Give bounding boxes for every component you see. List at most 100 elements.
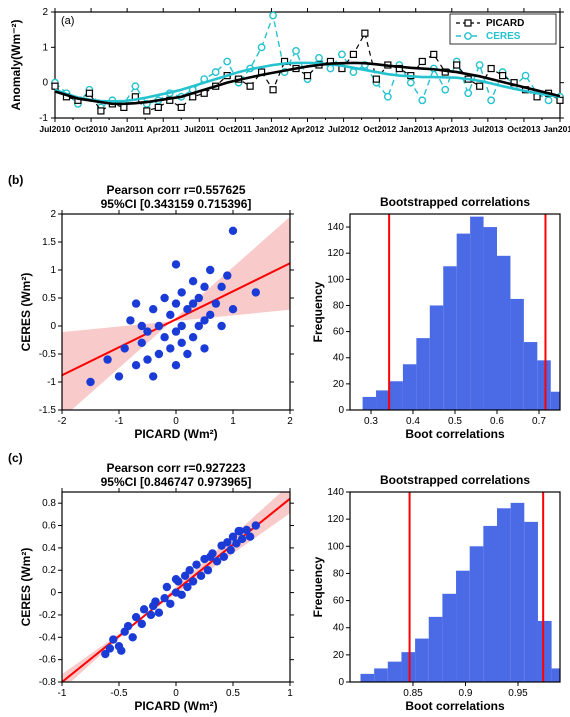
scatter-point <box>172 361 180 369</box>
svg-text:40: 40 <box>333 353 345 364</box>
scatter-point <box>115 372 123 380</box>
scatter-point <box>172 260 180 268</box>
svg-text:20: 20 <box>333 379 345 390</box>
scatter-point <box>160 294 168 302</box>
svg-text:0.5: 0.5 <box>226 688 240 699</box>
scatter-point <box>217 283 225 291</box>
svg-text:-1.5: -1.5 <box>39 405 57 416</box>
scatter-point <box>166 600 174 608</box>
svg-text:Jan2013: Jan2013 <box>399 124 433 134</box>
svg-text:60: 60 <box>333 596 345 607</box>
svg-text:Jul2011: Jul2011 <box>184 124 215 134</box>
scatter-point <box>178 591 186 599</box>
scatter-point <box>138 322 146 330</box>
svg-text:2: 2 <box>42 7 48 18</box>
svg-text:0: 0 <box>42 78 48 89</box>
svg-text:-0.5: -0.5 <box>39 349 57 360</box>
svg-text:80: 80 <box>333 300 345 311</box>
svg-text:0: 0 <box>50 588 56 599</box>
scatter-point <box>155 609 163 617</box>
scatter-point <box>149 372 157 380</box>
scatter-point <box>124 622 132 630</box>
svg-text:100: 100 <box>327 541 344 552</box>
svg-text:140: 140 <box>327 487 344 498</box>
svg-text:0: 0 <box>50 321 56 332</box>
figure-canvas: -1012Jul2010Oct2010Jan2011Apr2011Jul2011… <box>0 0 570 717</box>
scatter-point <box>238 535 246 543</box>
svg-text:1.5: 1.5 <box>42 237 56 248</box>
svg-text:Oct2013: Oct2013 <box>507 124 540 134</box>
svg-text:40: 40 <box>333 623 345 634</box>
scatter-point <box>206 553 214 561</box>
scatter-point <box>200 344 208 352</box>
scatter-point <box>189 333 197 341</box>
svg-text:-0.2: -0.2 <box>39 610 57 621</box>
scatter-point <box>155 322 163 330</box>
scatter-point <box>106 644 114 652</box>
scatter-point <box>166 311 174 319</box>
scatter-point <box>204 566 212 574</box>
scatter-point <box>178 288 186 296</box>
scatter-point <box>189 277 197 285</box>
scatter-point <box>155 350 163 358</box>
svg-text:1: 1 <box>287 688 293 699</box>
svg-text:2: 2 <box>287 416 293 427</box>
svg-text:1: 1 <box>230 416 236 427</box>
svg-text:2: 2 <box>50 209 56 220</box>
scatter-point <box>229 227 237 235</box>
scatter-point <box>149 305 157 313</box>
scatter-point <box>200 283 208 291</box>
scatter-point <box>189 299 197 307</box>
svg-text:0.6: 0.6 <box>42 521 56 532</box>
scatter-point <box>121 344 129 352</box>
svg-text:-0.5: -0.5 <box>110 688 128 699</box>
svg-text:120: 120 <box>327 248 344 259</box>
svg-text:0.5: 0.5 <box>42 293 56 304</box>
svg-text:95%CI [0.343159 0.715396]: 95%CI [0.343159 0.715396] <box>101 197 252 211</box>
svg-text:0.4: 0.4 <box>406 416 420 427</box>
svg-text:Apr2011: Apr2011 <box>147 124 180 134</box>
svg-text:Anomaly(Wm⁻²): Anomaly(Wm⁻²) <box>9 20 23 111</box>
svg-text:(b): (b) <box>8 173 23 187</box>
svg-text:Bootstrapped correlations: Bootstrapped correlations <box>380 473 530 487</box>
svg-text:0.2: 0.2 <box>42 565 56 576</box>
svg-text:Frequency: Frequency <box>311 556 325 617</box>
svg-text:Jul2012: Jul2012 <box>328 124 359 134</box>
svg-text:Jul2013: Jul2013 <box>472 124 503 134</box>
scatter-point <box>252 288 260 296</box>
svg-text:PICARD: PICARD <box>486 18 524 29</box>
scatter-point <box>235 527 243 535</box>
scatter-point <box>229 305 237 313</box>
scatter-point <box>132 299 140 307</box>
scatter-point <box>140 605 148 613</box>
svg-text:Boot correlations: Boot correlations <box>405 427 505 441</box>
scatter-point <box>132 613 140 621</box>
svg-text:Jan2012: Jan2012 <box>255 124 289 134</box>
scatter-point <box>192 560 200 568</box>
svg-text:60: 60 <box>333 327 345 338</box>
scatter-point <box>138 620 146 628</box>
svg-text:PICARD (Wm²): PICARD (Wm²) <box>134 427 217 441</box>
scatter-point <box>128 633 136 641</box>
svg-text:0.6: 0.6 <box>490 416 504 427</box>
scatter-point <box>126 316 134 324</box>
svg-text:CERES: CERES <box>486 31 521 42</box>
svg-text:0.95: 0.95 <box>508 688 528 699</box>
svg-text:0.5: 0.5 <box>448 416 462 427</box>
svg-text:Boot correlations: Boot correlations <box>405 699 505 713</box>
scatter-point <box>117 647 125 655</box>
svg-text:1: 1 <box>50 265 56 276</box>
svg-text:100: 100 <box>327 274 344 285</box>
scatter-point <box>109 635 117 643</box>
scatter-point <box>86 378 94 386</box>
scatter-point <box>163 583 171 591</box>
svg-text:Oct2012: Oct2012 <box>363 124 396 134</box>
svg-text:Apr2013: Apr2013 <box>435 124 469 134</box>
scatter-point <box>227 546 235 554</box>
svg-text:(c): (c) <box>8 451 23 465</box>
scatter-point <box>212 299 220 307</box>
scatter-point <box>183 350 191 358</box>
scatter-point <box>147 611 155 619</box>
svg-text:0: 0 <box>173 416 179 427</box>
svg-text:80: 80 <box>333 568 345 579</box>
